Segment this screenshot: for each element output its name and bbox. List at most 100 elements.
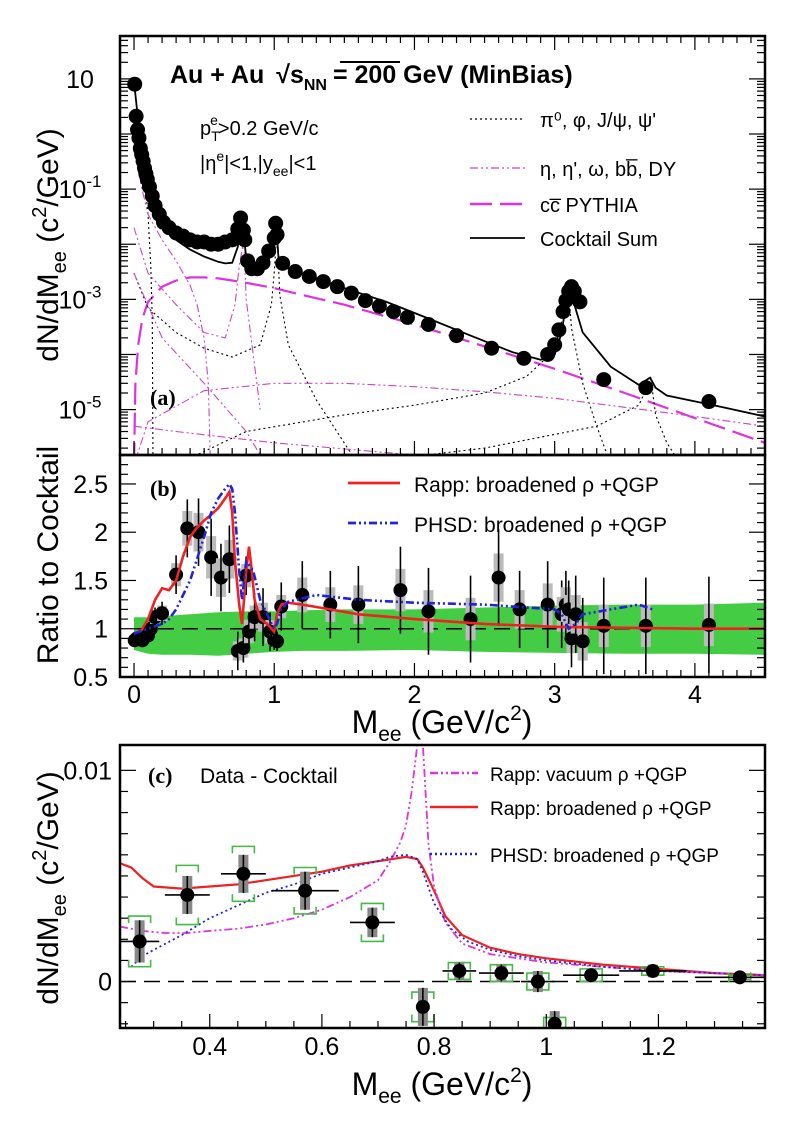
y-tick-label-exponent: -5 <box>86 393 101 412</box>
systematic-bracket <box>293 866 317 915</box>
x-tick-label: 0.4 <box>192 1033 227 1061</box>
x-tick-label: 1 <box>539 1033 553 1061</box>
curve-dy <box>133 425 423 455</box>
panel-b: 0.5 1 1.5 2 2.5 0 1 2 3 4 (b) Rapp: broadened ρ … <box>73 453 767 709</box>
systematic-bracket <box>127 915 152 968</box>
legend-label: cc̅ PYTHIA <box>540 195 638 217</box>
y-tick-label-base: 10 <box>66 66 94 94</box>
y-tick-label: 10 <box>66 66 94 94</box>
panel-a-legend: π⁰, φ, J/ψ, ψ' η, η', ω, bb̅, DY cc̅ PYTHI… <box>470 110 676 251</box>
legend-label: Cocktail Sum <box>540 229 658 251</box>
data-point <box>269 227 285 243</box>
x-tick-label: 2 <box>408 681 422 709</box>
data-point <box>568 607 583 622</box>
data-point <box>572 294 588 310</box>
data-point <box>420 316 436 332</box>
legend-label: PHSD: broadened ρ +QGP <box>490 846 719 867</box>
panel-c-annotation: Data - Cocktail <box>200 765 338 788</box>
panel-c-ticks <box>120 769 765 1028</box>
curve-eta-dalitz <box>133 150 211 455</box>
panel-b-ticks <box>120 464 766 678</box>
data-point <box>301 268 317 284</box>
panel-b-y-axis-title: Ratio to Cocktail <box>32 446 65 664</box>
legend-label: Rapp: vacuum ρ +QGP <box>490 765 687 786</box>
data-point <box>132 934 147 949</box>
panel-a-curves <box>133 81 765 455</box>
y-tick-label: 0.01 <box>63 757 112 785</box>
y-tick-label: 1 <box>94 616 108 644</box>
data-point <box>449 328 465 344</box>
data-point <box>315 274 331 290</box>
data-point <box>268 215 284 231</box>
y-tick-label: 2.5 <box>73 471 108 499</box>
panel-c-x-axis-title: Mee (GeV/c2) <box>352 1064 533 1108</box>
panel-b-curves <box>133 481 765 635</box>
data-point <box>270 634 285 649</box>
y-tick-label-exponent: -1 <box>86 172 101 191</box>
data-point <box>351 597 366 612</box>
legend-label: π⁰, φ, J/ψ, ψ' <box>540 110 656 132</box>
x-tick-label: 0.6 <box>305 1033 340 1061</box>
panel-b-legend: Rapp: broadened ρ +QGP PHSD: broadened ρ … <box>348 474 667 537</box>
legend-label: PHSD: broadened ρ +QGP <box>414 514 667 537</box>
systematic-bracket <box>360 902 385 943</box>
curve-pi0-dalitz <box>133 82 154 455</box>
y-tick-label: 0 <box>98 969 112 997</box>
x-tick-label: 0.8 <box>417 1033 452 1061</box>
curve-cocktail-sum <box>133 81 765 418</box>
data-point <box>575 634 590 649</box>
data-point <box>357 293 373 309</box>
panel-b-x-axis-title: Mee (GeV/c2) <box>352 702 533 746</box>
x-tick-label: 0 <box>127 681 141 709</box>
data-point <box>371 298 387 314</box>
data-point <box>547 1016 562 1028</box>
data-point <box>385 304 401 320</box>
data-point <box>484 340 500 356</box>
data-point <box>180 521 195 536</box>
curve-rapp <box>133 487 765 635</box>
x-tick-label: 1.2 <box>641 1033 676 1061</box>
data-point <box>365 915 380 930</box>
panel-a-title: Au + Au √sNN = 200 GeV (MinBias) <box>170 61 573 94</box>
curve-phsd <box>133 481 654 635</box>
panel-c-label: (c) <box>148 763 172 788</box>
systematic-bracket <box>231 845 256 903</box>
y-tick-label: 10-3 <box>59 282 102 314</box>
curve-bb <box>136 382 765 455</box>
data-point <box>638 618 653 633</box>
data-point <box>237 232 253 248</box>
curve-omega <box>133 227 261 410</box>
y-tick-label: 0.5 <box>73 664 108 692</box>
cut-pt: pTe>0.2 GeV/c <box>200 112 319 144</box>
data-point <box>415 999 430 1014</box>
x-tick-label: 1 <box>267 681 281 709</box>
data-point <box>530 974 545 989</box>
data-point <box>155 606 170 621</box>
data-point <box>596 618 611 633</box>
data-point <box>596 372 612 388</box>
data-point <box>180 887 195 902</box>
data-point <box>516 350 532 366</box>
panel-c-x-tick-labels: 0.4 0.6 0.8 1 1.2 <box>192 1033 675 1061</box>
systematic-bracket <box>175 864 200 926</box>
panel-b-y-tick-labels: 0.5 1 1.5 2 2.5 <box>73 471 108 692</box>
y-tick-label-base: 10 <box>59 286 87 314</box>
data-point <box>343 285 359 301</box>
panel-b-x-tick-labels: 0 1 2 3 4 <box>127 681 702 709</box>
y-tick-label: 10-1 <box>59 172 102 204</box>
panel-a-label: (a) <box>150 385 176 410</box>
curve-rapp-vacuum <box>120 745 765 977</box>
data-point <box>393 583 408 598</box>
x-tick-label: 4 <box>688 681 702 709</box>
panel-c-legend: Rapp: vacuum ρ +QGP Rapp: broadened ρ +QG… <box>430 765 719 867</box>
panel-c: 00.01 0.4 0.6 0.8 1 1.2 (c) Data - Cocktail … <box>63 743 767 1061</box>
data-point <box>255 255 271 271</box>
data-point <box>261 243 277 259</box>
data-point <box>551 322 567 338</box>
data-point <box>399 309 415 325</box>
curve-phsd-broadened <box>130 853 765 977</box>
x-tick-label: 3 <box>548 681 562 709</box>
